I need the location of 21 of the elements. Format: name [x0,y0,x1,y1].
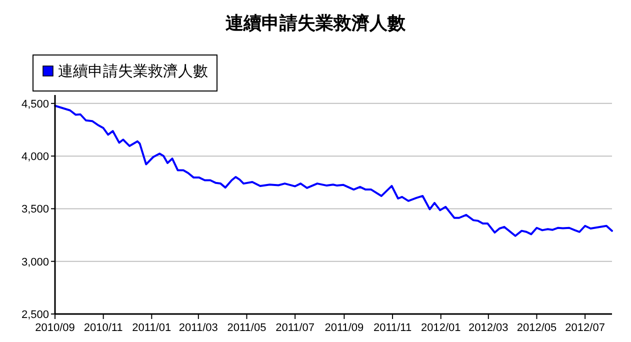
chart-title: 連續申請失業救濟人數 [226,13,406,34]
x-tick-label: 2011/05 [227,322,266,334]
y-tick-label: 3,500 [21,204,49,216]
y-tick-label: 4,000 [21,151,49,164]
x-tick-label: 2012/07 [565,322,605,334]
y-tick-label: 3,000 [21,256,49,268]
y-tick-label: 2,500 [21,309,49,321]
x-tick-label: 2011/09 [324,322,364,334]
x-tick-label: 2012/03 [468,322,508,334]
y-tick-label: 4,500 [21,98,49,110]
x-tick-label: 2011/03 [178,322,218,334]
x-tick-label: 2010/09 [35,322,75,334]
x-tick-label: 2012/01 [420,322,461,334]
legend: 連續申請失業救濟人數 [32,54,218,92]
legend-label: 連續申請失業救濟人數 [58,63,208,80]
x-tick-label: 2011/07 [276,322,315,334]
x-tick-label: 2010/11 [84,322,123,334]
x-tick-label: 2012/05 [516,322,557,334]
x-tick-label: 2011/11 [373,322,412,334]
x-tick-label: 2011/01 [132,322,172,334]
line-series [54,104,613,237]
